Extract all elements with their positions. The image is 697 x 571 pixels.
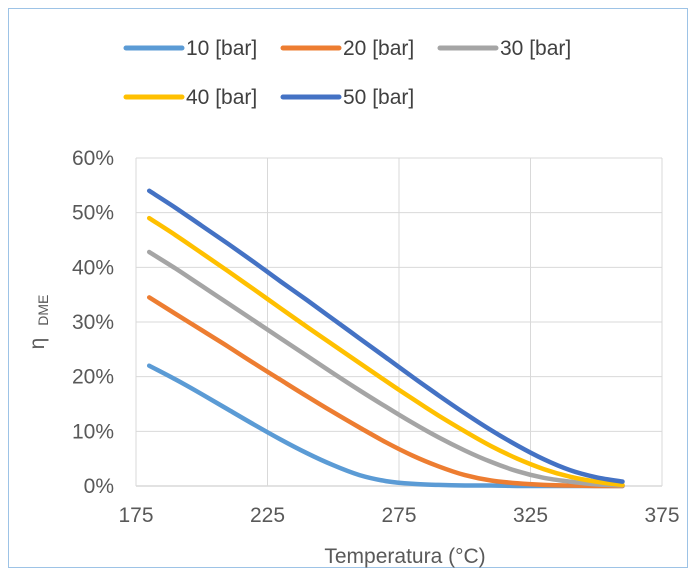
series-line-50-bar	[146, 188, 625, 484]
legend-label: 10 [bar]	[186, 37, 257, 60]
x-tick-label: 225	[250, 504, 285, 527]
legend-label: 20 [bar]	[343, 37, 414, 60]
y-axis-title-main: η	[26, 338, 49, 350]
y-tick-label: 60%	[72, 147, 114, 170]
y-tick-label: 40%	[72, 256, 114, 279]
axes: 175 225 275 325 375 0% 10% 20% 30% 40% 50% 60%	[72, 147, 680, 527]
series-line-20-bar	[146, 295, 625, 489]
y-axis-title: η DME	[26, 295, 51, 350]
legend-label: 30 [bar]	[500, 37, 571, 60]
series-line-40-bar	[146, 215, 625, 488]
y-tick-label: 30%	[72, 311, 114, 334]
y-tick-label: 20%	[72, 366, 114, 389]
y-tick-label: 50%	[72, 202, 114, 225]
gridlines	[136, 157, 663, 486]
x-tick-label: 175	[118, 504, 153, 527]
y-tick-label: 0%	[84, 475, 114, 498]
y-axis-title-subscript: DME	[35, 295, 51, 326]
legend-label: 40 [bar]	[186, 86, 257, 109]
y-tick-label: 10%	[72, 420, 114, 443]
series-line-10-bar	[146, 363, 625, 489]
series-lines	[146, 188, 625, 489]
x-tick-label: 325	[513, 504, 548, 527]
x-tick-label: 375	[644, 504, 679, 527]
x-axis-title: Temperatura (°C)	[324, 545, 485, 568]
legend: 10 [bar] 20 [bar] 30 [bar] 40 [bar] 50 [bar]	[123, 37, 571, 109]
y-axis-title-group: η DME	[26, 295, 51, 350]
series-line-30-bar	[146, 249, 625, 488]
x-tick-label: 275	[381, 504, 416, 527]
legend-label: 50 [bar]	[343, 86, 414, 109]
chart-frame	[8, 8, 688, 568]
